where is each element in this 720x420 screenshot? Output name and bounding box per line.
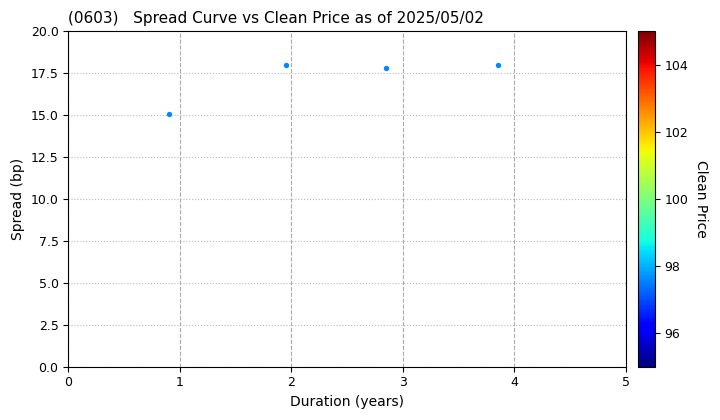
Y-axis label: Clean Price: Clean Price <box>693 160 708 238</box>
Y-axis label: Spread (bp): Spread (bp) <box>11 158 25 240</box>
Text: (0603)   Spread Curve vs Clean Price as of 2025/05/02: (0603) Spread Curve vs Clean Price as of… <box>68 11 484 26</box>
Point <box>380 65 392 72</box>
Point <box>492 62 503 68</box>
Point <box>163 110 174 117</box>
X-axis label: Duration (years): Duration (years) <box>290 395 404 409</box>
Point <box>280 62 292 68</box>
